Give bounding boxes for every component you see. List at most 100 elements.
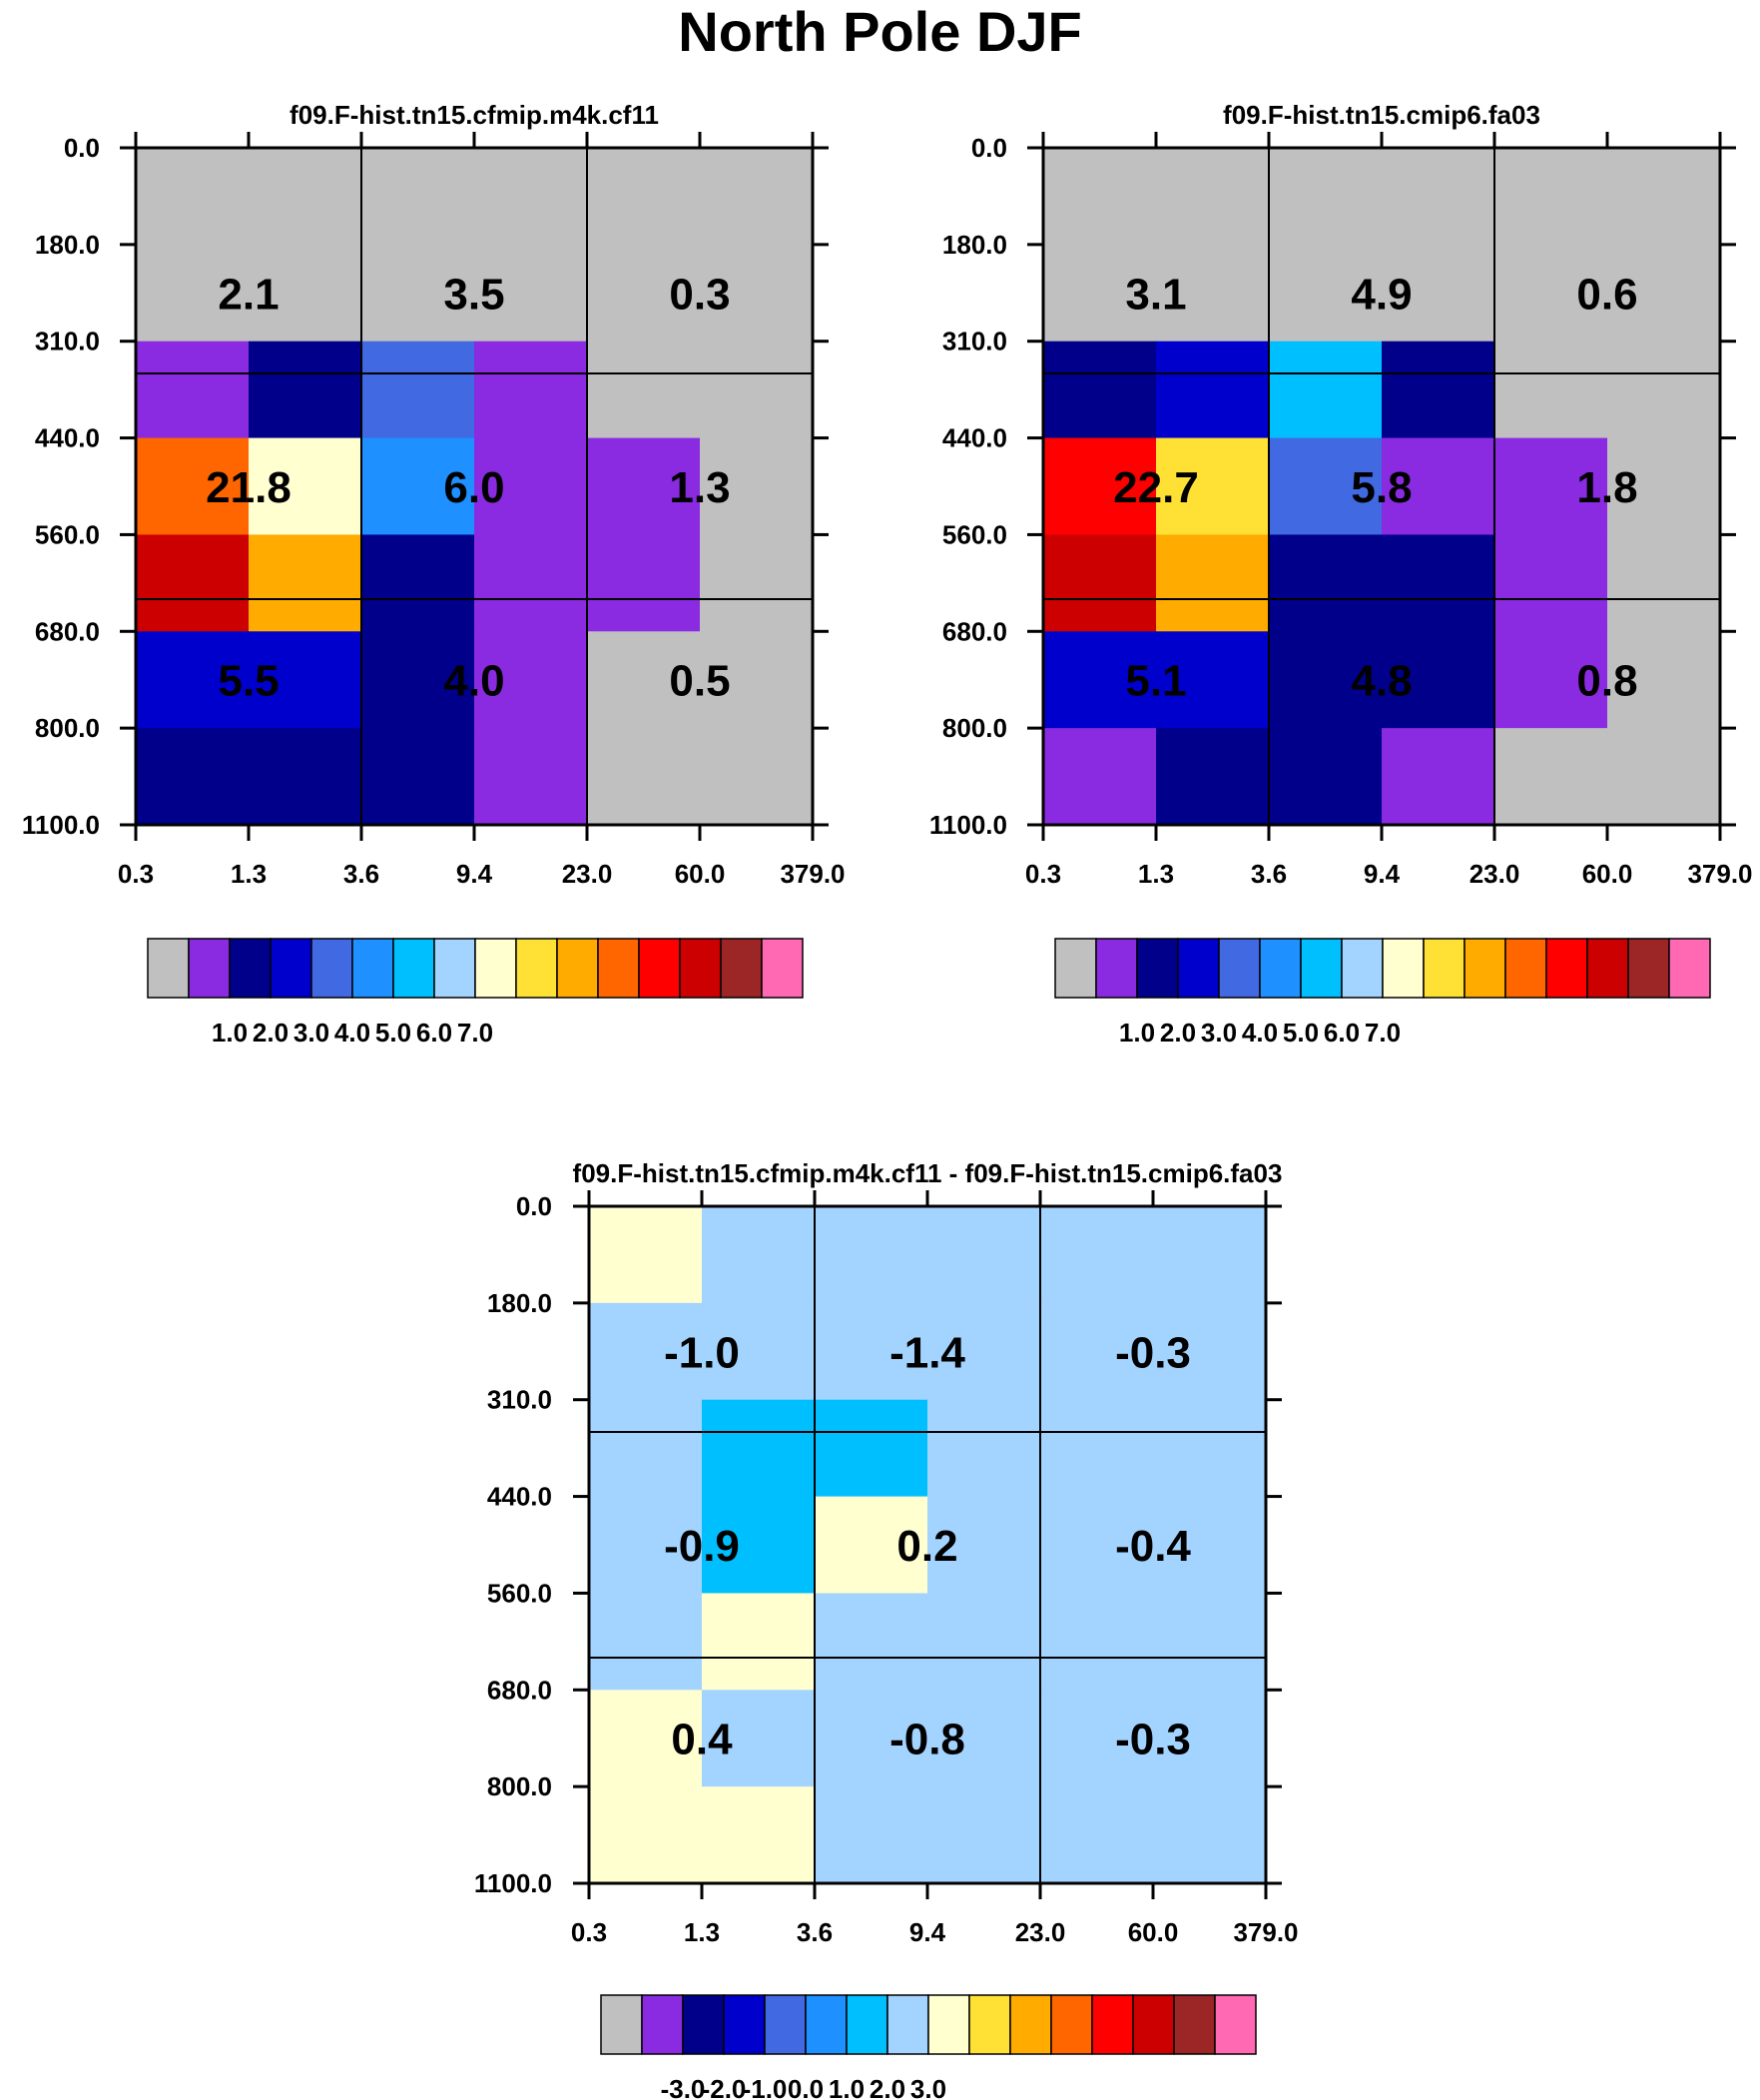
heatmap-cell bbox=[587, 534, 701, 632]
heatmap-cell bbox=[587, 728, 701, 826]
heatmap-cell bbox=[136, 631, 250, 729]
colorbar-swatch bbox=[682, 1994, 725, 2055]
heatmap-cell bbox=[361, 534, 475, 632]
block-value-label: 3.1 bbox=[1125, 270, 1186, 319]
block-value-label: 6.0 bbox=[443, 463, 504, 512]
colorbar-label: 6.0 bbox=[1324, 1018, 1360, 1048]
heatmap-cell bbox=[700, 148, 814, 246]
heatmap-cell bbox=[702, 1593, 816, 1691]
heatmap-cell bbox=[1043, 148, 1157, 246]
heatmap-cell bbox=[927, 1206, 1041, 1304]
block-value-label: 4.0 bbox=[443, 657, 504, 706]
block-value-label: -0.4 bbox=[1115, 1522, 1191, 1571]
heatmap-cell bbox=[1382, 728, 1495, 826]
y-tick-label: 180.0 bbox=[35, 230, 100, 260]
heatmap-cell bbox=[474, 437, 588, 536]
colorbar-label: 7.0 bbox=[1365, 1018, 1401, 1048]
heatmap-cell bbox=[1153, 1399, 1267, 1498]
heatmap-cell bbox=[136, 244, 250, 343]
heatmap-cell bbox=[1156, 244, 1270, 343]
y-tick-label: 1100.0 bbox=[22, 810, 100, 840]
y-tick-label: 680.0 bbox=[942, 616, 1007, 646]
heatmap-cell bbox=[815, 1206, 928, 1304]
colorbar-swatch bbox=[641, 1994, 684, 2055]
heatmap-cell bbox=[587, 631, 701, 729]
heatmap-cell bbox=[700, 244, 814, 343]
colorbar-label: 1.0 bbox=[1119, 1018, 1155, 1048]
heatmap-cell bbox=[700, 534, 814, 632]
heatmap-cell bbox=[474, 728, 588, 826]
colorbar: 1.0 2.0 3.0 4.0 5.0 6.0 7.0 bbox=[147, 938, 804, 1048]
colorbar-swatch bbox=[805, 1994, 848, 2055]
heatmap-cell bbox=[474, 148, 588, 246]
y-tick-label: 440.0 bbox=[942, 423, 1007, 453]
block-value-label: 0.5 bbox=[669, 657, 730, 706]
block-value-label: 21.8 bbox=[206, 463, 292, 512]
colorbar-swatch bbox=[1341, 938, 1384, 999]
heatmap-cell bbox=[815, 1496, 928, 1595]
heatmap-cell bbox=[702, 1206, 816, 1304]
heatmap-cell bbox=[1382, 341, 1495, 439]
colorbar-swatch bbox=[188, 938, 231, 999]
heatmap-cell bbox=[249, 728, 362, 826]
colorbar-swatch bbox=[764, 1994, 807, 2055]
colorbar-swatch bbox=[720, 938, 763, 999]
colorbar-swatch bbox=[1586, 938, 1629, 999]
x-tick-label: 23.0 bbox=[1015, 1917, 1066, 1947]
heatmap-cell bbox=[589, 1786, 703, 1884]
heatmap-cell bbox=[1153, 1496, 1267, 1595]
block-value-label: 5.5 bbox=[218, 657, 279, 706]
heatmap-cell bbox=[1040, 1206, 1154, 1304]
y-tick-label: 310.0 bbox=[35, 327, 100, 356]
colorbar-swatch bbox=[1177, 938, 1220, 999]
heatmap-cell bbox=[249, 631, 362, 729]
heatmap-cell bbox=[249, 244, 362, 343]
colorbar-label: 5.0 bbox=[375, 1018, 411, 1048]
block-value-label: 0.4 bbox=[671, 1716, 733, 1764]
heatmap-cell bbox=[1269, 244, 1383, 343]
heatmap-cell bbox=[136, 341, 250, 439]
heatmap-cell bbox=[1043, 631, 1157, 729]
y-tick-label: 0.0 bbox=[971, 133, 1007, 163]
heatmap-cell bbox=[136, 728, 250, 826]
block-value-label: 4.9 bbox=[1351, 270, 1412, 319]
colorbar-swatch bbox=[392, 938, 435, 999]
heatmap-cell bbox=[700, 631, 814, 729]
colorbar-swatch bbox=[1259, 938, 1302, 999]
colorbar-label: 7.0 bbox=[457, 1018, 493, 1048]
colorbar-swatch bbox=[556, 938, 599, 999]
colorbar-swatch bbox=[147, 938, 190, 999]
colorbar-label: 2.0 bbox=[253, 1018, 289, 1048]
block-value-label: -1.4 bbox=[889, 1328, 965, 1377]
heatmap-cell bbox=[815, 1399, 928, 1498]
heatmap-cell bbox=[927, 1399, 1041, 1498]
heatmap-cell bbox=[1269, 437, 1383, 536]
heatmap-cell bbox=[1607, 341, 1721, 439]
heatmap-cell bbox=[587, 437, 701, 536]
heatmap-cell bbox=[815, 1593, 928, 1691]
heatmap-cell bbox=[136, 534, 250, 632]
heatmap-cell bbox=[1494, 437, 1608, 536]
y-tick-label: 310.0 bbox=[942, 327, 1007, 356]
x-tick-label: 60.0 bbox=[675, 859, 726, 889]
heatmap-cell bbox=[1040, 1496, 1154, 1595]
colorbar-swatch bbox=[1132, 1994, 1175, 2055]
y-tick-label: 0.0 bbox=[64, 133, 100, 163]
colorbar-swatch bbox=[1091, 1994, 1134, 2055]
heatmap-cell bbox=[136, 148, 250, 246]
heatmap-cell bbox=[1156, 437, 1270, 536]
heatmap-cell bbox=[474, 534, 588, 632]
heatmap-cell bbox=[1153, 1302, 1267, 1401]
heatmap-cell bbox=[702, 1690, 816, 1787]
heatmap-cell bbox=[1607, 631, 1721, 729]
colorbar-swatch bbox=[1382, 938, 1425, 999]
block-value-label: 1.8 bbox=[1576, 463, 1637, 512]
heatmap-cell bbox=[589, 1593, 703, 1691]
colorbar-swatch bbox=[1136, 938, 1179, 999]
colorbar-swatch bbox=[1668, 938, 1711, 999]
block-value-label: 0.6 bbox=[1576, 270, 1637, 319]
colorbar-swatch bbox=[846, 1994, 888, 2055]
colorbar-swatch bbox=[1218, 938, 1261, 999]
heatmap-cell bbox=[1269, 148, 1383, 246]
block-value-label: 22.7 bbox=[1113, 463, 1199, 512]
